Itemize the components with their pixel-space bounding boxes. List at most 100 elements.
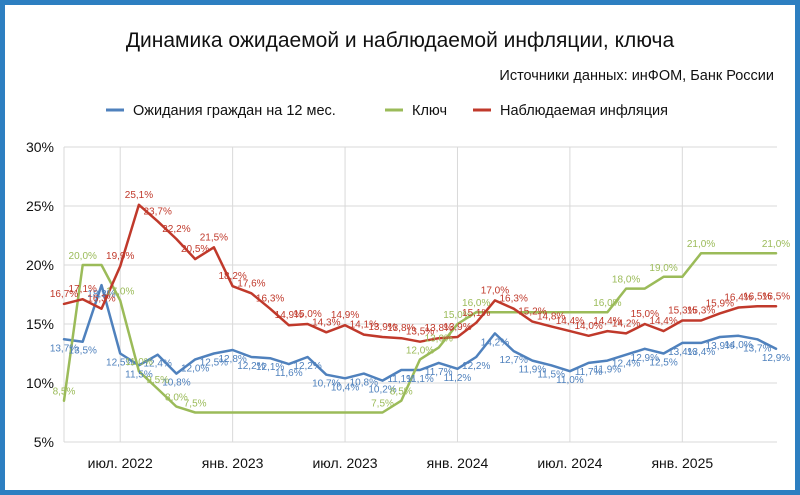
data-label: 8,0% <box>165 393 188 404</box>
data-label: 21,0% <box>687 239 715 250</box>
y-tick-label: 25% <box>26 198 54 214</box>
data-label: 13,5% <box>69 346 97 357</box>
data-label: 22,2% <box>162 224 190 235</box>
data-label: 14,2% <box>612 318 640 329</box>
data-label: 16,3% <box>256 294 284 305</box>
data-label: 17,0% <box>106 286 134 297</box>
data-label: 12,5% <box>649 358 677 369</box>
data-label: 12,4% <box>612 359 640 370</box>
data-label: 11,6% <box>275 368 303 379</box>
y-axis: 5% 10% 15% 20% 25% 30% <box>26 139 54 450</box>
data-label: 13,0% <box>425 334 453 345</box>
data-label: 7,5% <box>371 399 394 410</box>
x-tick-label: янв. 2023 <box>202 455 264 471</box>
data-label: 25,1% <box>125 190 153 201</box>
data-label: 17,0% <box>481 285 509 296</box>
series-line-1 <box>62 251 778 414</box>
data-label: 15,0% <box>443 310 471 321</box>
data-label: 10,8% <box>350 378 378 389</box>
data-label: 12,8% <box>218 354 246 365</box>
data-label: 14,3% <box>312 317 340 328</box>
data-label: 13,5% <box>406 327 434 338</box>
chart-title: Динамика ожидаемой и наблюдаемой инфляци… <box>126 29 675 52</box>
x-tick-label: июл. 2022 <box>88 455 153 471</box>
data-label: 12,7% <box>500 355 528 366</box>
data-label: 18,2% <box>218 271 246 282</box>
legend-label-observed-inflation: Наблюдаемая инфляция <box>500 103 668 119</box>
data-label: 16,4% <box>724 292 752 303</box>
data-label: 17,6% <box>237 278 265 289</box>
y-tick-label: 15% <box>26 316 54 332</box>
legend: Ожидания граждан на 12 мес. Ключ Наблюда… <box>106 103 668 119</box>
x-tick-label: июл. 2024 <box>537 455 602 471</box>
data-label: 15,1% <box>462 308 490 319</box>
data-label: 12,2% <box>293 361 321 372</box>
data-label: 13,9% <box>443 322 471 333</box>
data-label: 12,2% <box>237 361 265 372</box>
data-label: 20,5% <box>181 244 209 255</box>
legend-label-key-rate: Ключ <box>412 103 447 119</box>
data-label: 16,0% <box>462 298 490 309</box>
series-line-2 <box>62 203 778 343</box>
data-label: 11,7% <box>575 367 603 378</box>
data-label: 12,5% <box>200 358 228 369</box>
source-note: Источники данных: инФОМ, Банк России <box>499 68 774 84</box>
x-tick-label: янв. 2025 <box>651 455 713 471</box>
data-label: 14,1% <box>350 320 378 331</box>
data-label: 11,0% <box>125 357 153 368</box>
data-label: 13,8% <box>387 323 415 334</box>
data-label: 10,2% <box>368 385 396 396</box>
gridlines <box>63 146 777 443</box>
x-tick-label: июл. 2023 <box>312 455 377 471</box>
data-label: 14,4% <box>556 316 584 327</box>
data-label: 15,0% <box>293 309 321 320</box>
data-label: 18,0% <box>612 275 640 286</box>
data-label: 19,9% <box>106 251 134 262</box>
data-label: 16,5% <box>743 291 771 302</box>
data-label: 12,0% <box>406 345 434 356</box>
data-label: 10,4% <box>331 382 359 393</box>
data-label: 15,0% <box>631 309 659 320</box>
data-label: 16,3% <box>500 294 528 305</box>
data-label: 14,0% <box>724 340 752 351</box>
plot-area <box>62 203 778 414</box>
data-label: 12,5% <box>106 358 134 369</box>
x-axis: июл. 2022 янв. 2023 июл. 2023 янв. 2024 июл.… <box>88 455 714 471</box>
data-label: 16,7% <box>50 289 78 300</box>
data-label: 9,5% <box>146 375 169 386</box>
data-label: 14,9% <box>275 310 303 321</box>
data-label: 11,7% <box>425 367 453 378</box>
y-tick-label: 30% <box>26 139 54 155</box>
data-label: 15,3% <box>668 305 696 316</box>
y-tick-label: 5% <box>34 434 54 450</box>
data-label: 18,3% <box>87 289 115 300</box>
data-label: 11,1% <box>387 374 415 385</box>
data-label: 8,5% <box>390 387 413 398</box>
data-label: 14,8% <box>537 311 565 322</box>
data-label: 14,4% <box>649 316 677 327</box>
data-label: 12,1% <box>256 362 284 373</box>
data-label: 11,2% <box>444 373 472 384</box>
data-label: 11,9% <box>519 365 547 376</box>
data-label: 14,2% <box>481 337 509 348</box>
data-label: 12,0% <box>181 363 209 374</box>
data-label: 16,0% <box>593 298 621 309</box>
data-label: 14,4% <box>593 316 621 327</box>
data-label: 15,2% <box>518 307 546 318</box>
data-label: 13,9% <box>368 322 396 333</box>
data-label: 13,4% <box>668 347 696 358</box>
data-label: 21,0% <box>762 239 790 250</box>
legend-label-expectations: Ожидания граждан на 12 мес. <box>133 103 336 119</box>
data-label: 23,7% <box>144 206 172 217</box>
data-label: 10,8% <box>162 378 190 389</box>
data-label: 11,1% <box>406 374 434 385</box>
data-label: 11,0% <box>556 375 584 386</box>
data-label: 14,0% <box>574 321 602 332</box>
data-label: 12,9% <box>631 353 659 364</box>
data-label: 11,5% <box>125 369 153 380</box>
data-label: 15,9% <box>706 298 734 309</box>
data-label: 7,5% <box>184 399 207 410</box>
data-label: 13,8% <box>425 323 453 334</box>
